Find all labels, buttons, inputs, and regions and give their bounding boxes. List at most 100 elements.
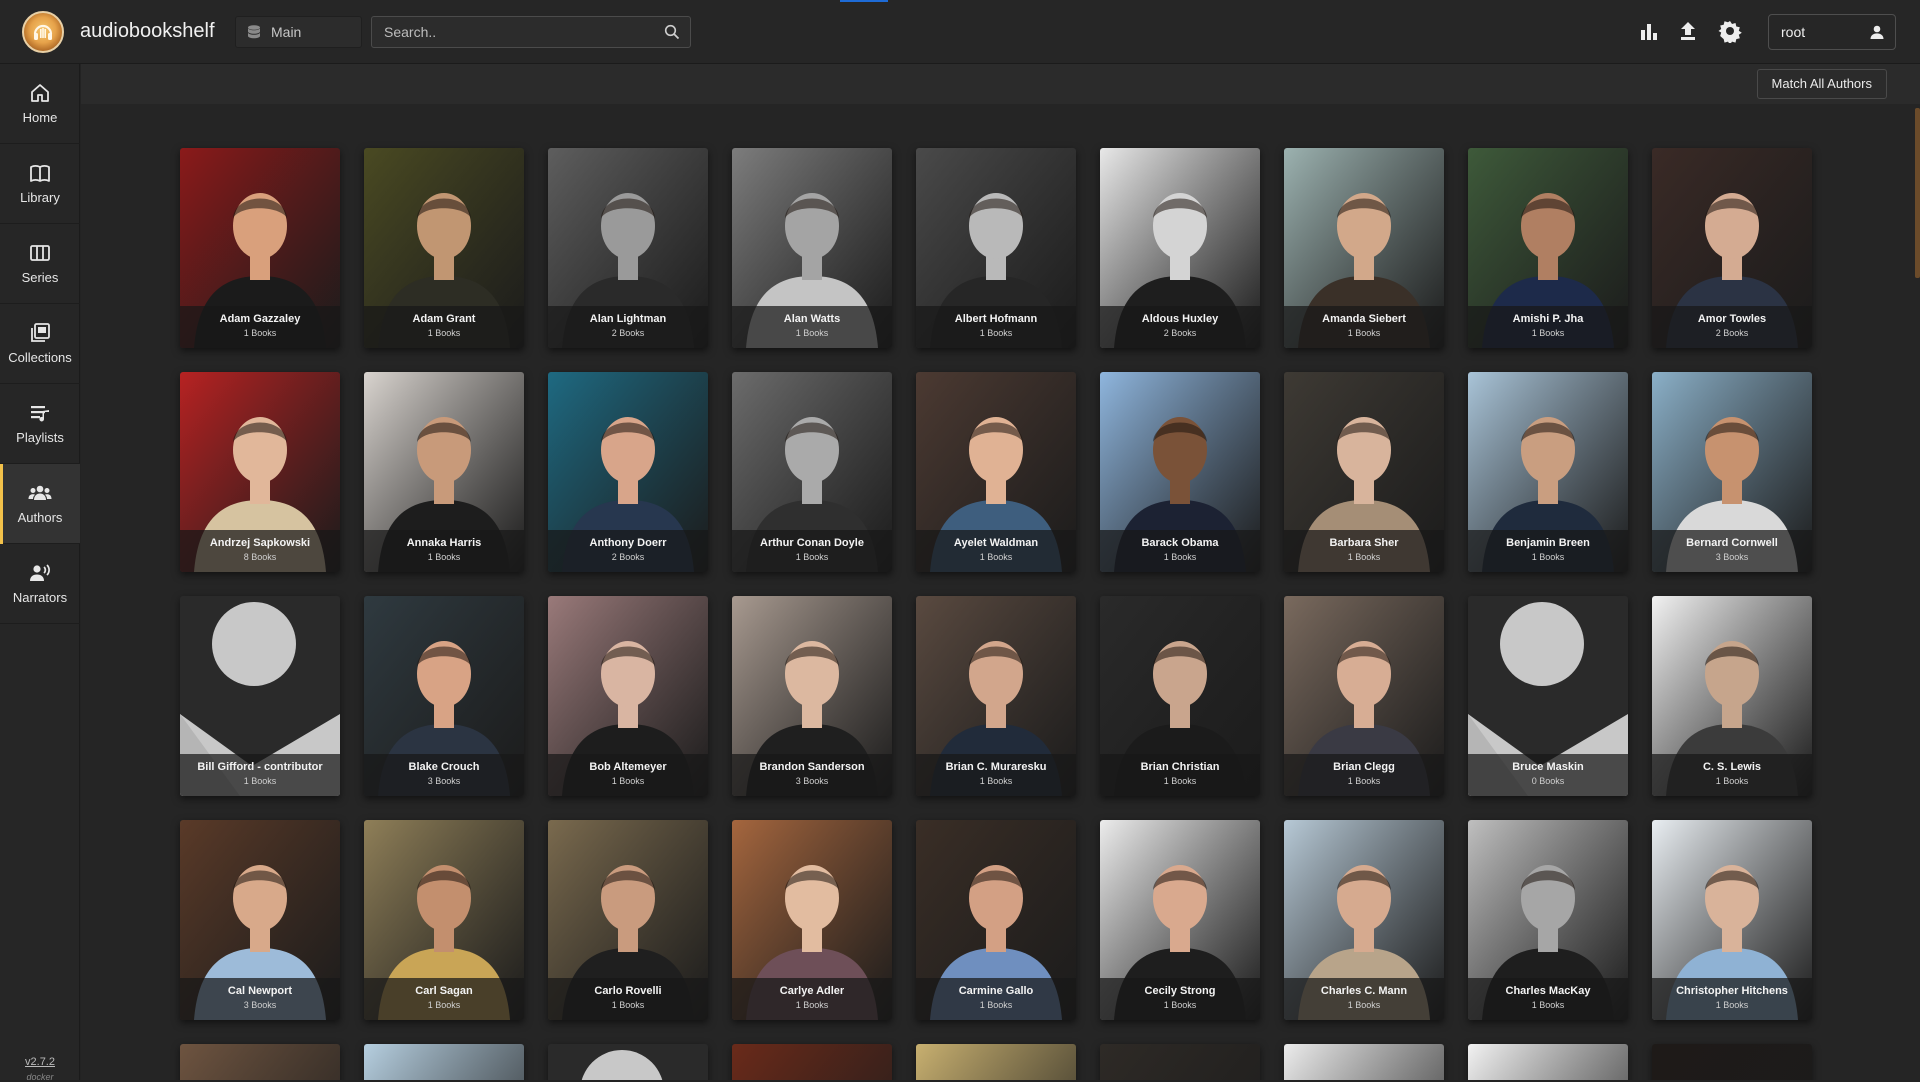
author-name[interactable]: Arthur Conan Doyle bbox=[760, 537, 864, 549]
author-name[interactable]: Alan Lightman bbox=[589, 313, 667, 325]
author-card[interactable]: Carmine Gallo 1 Books bbox=[916, 820, 1076, 1020]
author-card[interactable]: Bill Gifford - contributor 1 Books bbox=[180, 596, 340, 796]
author-card[interactable]: Carlye Adler 1 Books bbox=[732, 820, 892, 1020]
author-name[interactable]: Alan Watts bbox=[783, 313, 841, 325]
author-name[interactable]: Brandon Sanderson bbox=[759, 761, 865, 773]
author-card[interactable]: Brian C. Muraresku 1 Books bbox=[916, 596, 1076, 796]
author-card[interactable]: Annaka Harris 1 Books bbox=[364, 372, 524, 572]
author-card[interactable] bbox=[180, 1044, 340, 1080]
sidebar-item-library[interactable]: Library bbox=[0, 144, 80, 224]
author-card[interactable] bbox=[732, 1044, 892, 1080]
settings-icon[interactable] bbox=[1718, 19, 1742, 43]
sidebar-item-playlists[interactable]: Playlists bbox=[0, 384, 80, 464]
search-icon[interactable] bbox=[664, 24, 680, 40]
author-card[interactable]: Ayelet Waldman 1 Books bbox=[916, 372, 1076, 572]
author-card[interactable]: Alan Lightman 2 Books bbox=[548, 148, 708, 348]
app-title[interactable]: audiobookshelf bbox=[80, 20, 215, 42]
author-card[interactable] bbox=[916, 1044, 1076, 1080]
author-card[interactable]: Anthony Doerr 2 Books bbox=[548, 372, 708, 572]
author-name[interactable]: Cal Newport bbox=[227, 985, 293, 997]
author-name[interactable]: Albert Hofmann bbox=[954, 313, 1038, 325]
search-box[interactable] bbox=[371, 16, 691, 48]
author-card[interactable]: Brandon Sanderson 3 Books bbox=[732, 596, 892, 796]
author-name[interactable]: Carlye Adler bbox=[779, 985, 845, 997]
author-card[interactable]: Brian Clegg 1 Books bbox=[1284, 596, 1444, 796]
sidebar-item-home[interactable]: Home bbox=[0, 64, 80, 144]
author-name[interactable]: Anthony Doerr bbox=[589, 537, 667, 549]
author-card[interactable]: Charles MacKay 1 Books bbox=[1468, 820, 1628, 1020]
author-name[interactable]: Charles C. Mann bbox=[1320, 985, 1408, 997]
author-name[interactable]: Barack Obama bbox=[1141, 537, 1219, 549]
author-card[interactable]: Barbara Sher 1 Books bbox=[1284, 372, 1444, 572]
author-card[interactable] bbox=[548, 1044, 708, 1080]
author-name[interactable]: Charles MacKay bbox=[1505, 985, 1591, 997]
author-name[interactable]: Adam Gazzaley bbox=[219, 313, 301, 325]
author-name[interactable]: Bernard Cornwell bbox=[1686, 537, 1778, 549]
author-name[interactable]: Brian Christian bbox=[1140, 761, 1220, 773]
author-card[interactable]: Andrzej Sapkowski 8 Books bbox=[180, 372, 340, 572]
author-card[interactable]: Amishi P. Jha 1 Books bbox=[1468, 148, 1628, 348]
author-card[interactable]: Blake Crouch 3 Books bbox=[364, 596, 524, 796]
author-name[interactable]: Bill Gifford - contributor bbox=[197, 761, 323, 773]
author-name[interactable]: Amishi P. Jha bbox=[1512, 313, 1584, 325]
author-name[interactable]: Aldous Huxley bbox=[1141, 313, 1219, 325]
sidebar-item-collections[interactable]: Collections bbox=[0, 304, 80, 384]
author-name[interactable]: C. S. Lewis bbox=[1702, 761, 1762, 773]
author-card[interactable]: Barack Obama 1 Books bbox=[1100, 372, 1260, 572]
author-name[interactable]: Barbara Sher bbox=[1329, 537, 1399, 549]
author-card[interactable]: Bruce Maskin 0 Books bbox=[1468, 596, 1628, 796]
author-card[interactable]: Amor Towles 2 Books bbox=[1652, 148, 1812, 348]
stats-icon[interactable] bbox=[1639, 20, 1659, 42]
author-card[interactable] bbox=[1100, 1044, 1260, 1080]
author-card[interactable]: Alan Watts 1 Books bbox=[732, 148, 892, 348]
author-card[interactable]: Cecily Strong 1 Books bbox=[1100, 820, 1260, 1020]
author-name[interactable]: Christopher Hitchens bbox=[1676, 985, 1788, 997]
user-menu-button[interactable]: root bbox=[1768, 14, 1896, 50]
author-card[interactable] bbox=[1468, 1044, 1628, 1080]
author-card[interactable]: Albert Hofmann 1 Books bbox=[916, 148, 1076, 348]
author-card[interactable]: Benjamin Breen 1 Books bbox=[1468, 372, 1628, 572]
library-selector[interactable]: Main bbox=[235, 16, 362, 48]
author-name[interactable]: Ayelet Waldman bbox=[953, 537, 1039, 549]
author-card[interactable]: Aldous Huxley 2 Books bbox=[1100, 148, 1260, 348]
author-name[interactable]: Amanda Siebert bbox=[1322, 313, 1406, 325]
upload-icon[interactable] bbox=[1678, 20, 1698, 42]
author-name[interactable]: Amor Towles bbox=[1697, 313, 1767, 325]
author-card[interactable]: C. S. Lewis 1 Books bbox=[1652, 596, 1812, 796]
author-card[interactable]: Carl Sagan 1 Books bbox=[364, 820, 524, 1020]
author-name[interactable]: Cecily Strong bbox=[1144, 985, 1216, 997]
author-card[interactable]: Christopher Hitchens 1 Books bbox=[1652, 820, 1812, 1020]
author-card[interactable]: Bernard Cornwell 3 Books bbox=[1652, 372, 1812, 572]
app-logo-icon[interactable] bbox=[22, 11, 64, 53]
author-name[interactable]: Annaka Harris bbox=[406, 537, 482, 549]
author-name[interactable]: Carl Sagan bbox=[415, 985, 473, 997]
author-card[interactable]: Adam Gazzaley 1 Books bbox=[180, 148, 340, 348]
author-name[interactable]: Brian Clegg bbox=[1333, 761, 1395, 773]
author-card[interactable]: Carlo Rovelli 1 Books bbox=[548, 820, 708, 1020]
match-all-authors-button[interactable]: Match All Authors bbox=[1756, 69, 1887, 99]
author-name[interactable]: Carmine Gallo bbox=[958, 985, 1034, 997]
sidebar-item-authors[interactable]: Authors bbox=[0, 464, 80, 544]
sidebar-item-narrators[interactable]: Narrators bbox=[0, 544, 80, 624]
sidebar-item-series[interactable]: Series bbox=[0, 224, 80, 304]
author-name[interactable]: Benjamin Breen bbox=[1506, 537, 1590, 549]
scrollbar-thumb[interactable] bbox=[1915, 108, 1920, 278]
author-card[interactable]: Amanda Siebert 1 Books bbox=[1284, 148, 1444, 348]
version-link[interactable]: v2.7.2 bbox=[25, 1056, 55, 1068]
author-card[interactable] bbox=[1652, 1044, 1812, 1080]
author-name[interactable]: Bob Altemeyer bbox=[589, 761, 667, 773]
author-card[interactable]: Cal Newport 3 Books bbox=[180, 820, 340, 1020]
author-card[interactable]: Charles C. Mann 1 Books bbox=[1284, 820, 1444, 1020]
author-card[interactable]: Arthur Conan Doyle 1 Books bbox=[732, 372, 892, 572]
author-name[interactable]: Adam Grant bbox=[412, 313, 476, 325]
author-card[interactable]: Adam Grant 1 Books bbox=[364, 148, 524, 348]
search-input[interactable] bbox=[372, 17, 642, 47]
author-card[interactable] bbox=[364, 1044, 524, 1080]
author-name[interactable]: Carlo Rovelli bbox=[594, 985, 662, 997]
author-name[interactable]: Andrzej Sapkowski bbox=[209, 537, 311, 549]
author-name[interactable]: Bruce Maskin bbox=[1512, 761, 1584, 773]
author-card[interactable]: Brian Christian 1 Books bbox=[1100, 596, 1260, 796]
author-card[interactable] bbox=[1284, 1044, 1444, 1080]
author-card[interactable]: Bob Altemeyer 1 Books bbox=[548, 596, 708, 796]
author-name[interactable]: Blake Crouch bbox=[408, 761, 480, 773]
